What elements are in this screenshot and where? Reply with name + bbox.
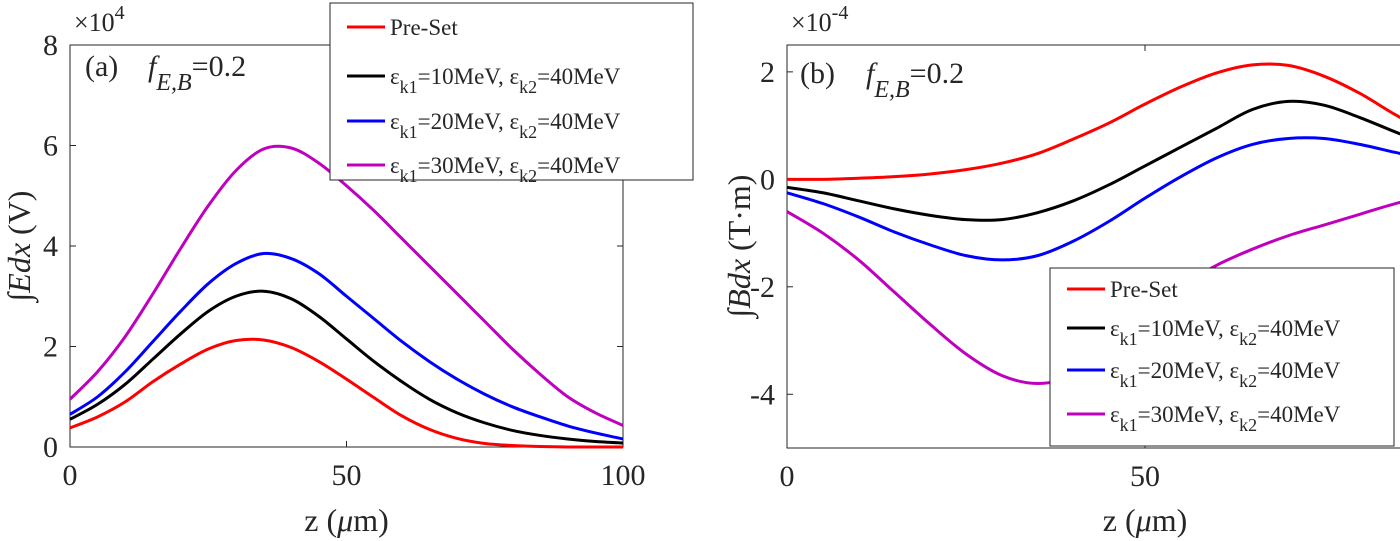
y-label-integral: ∫ <box>1 290 39 303</box>
y-tick-label: -4 <box>750 378 775 411</box>
series-line-0 <box>786 62 1400 181</box>
multiplier-base: ×10 <box>74 8 115 37</box>
x-label-var: z ( <box>304 502 337 538</box>
annotation-value: =0.2 <box>192 50 246 83</box>
y-tick-label: 4 <box>43 230 58 263</box>
y-tick-label: 0 <box>43 431 58 464</box>
legend-subscript: k1 <box>1120 371 1138 391</box>
y-label-unit: (V) <box>1 191 37 243</box>
legend-label: εk1=10MeV, εk2=40MeV <box>390 64 621 97</box>
legend-text: =40MeV <box>1257 358 1341 383</box>
series-line-3 <box>68 144 624 427</box>
legend-subscript: k1 <box>400 166 418 186</box>
legend-subscript: k2 <box>519 122 537 142</box>
x-label-mu: μ <box>336 502 353 538</box>
x-label-unit: m) <box>353 502 389 538</box>
x-tick-label: 0 <box>63 459 78 492</box>
legend-epsilon: ε <box>1110 316 1120 341</box>
legend-label: Pre-Set <box>1110 277 1178 302</box>
legend-epsilon: ε <box>1110 358 1120 383</box>
y-axis-label: ∫Edx (V) <box>1 191 39 304</box>
y-multiplier: ×104 <box>74 2 125 37</box>
legend-box <box>1049 267 1395 447</box>
legend-subscript: k1 <box>1120 329 1138 349</box>
legend-label: εk1=30MeV, εk2=40MeV <box>390 153 621 186</box>
series-line-2 <box>786 136 1400 262</box>
legend-subscript: k1 <box>400 122 418 142</box>
legend-subscript: k1 <box>400 77 418 97</box>
y-label-var: Bdx <box>721 259 757 309</box>
legend-text: =40MeV <box>537 109 621 134</box>
annotation-subscript: E,B <box>155 70 192 96</box>
multiplier-exponent: 4 <box>115 2 125 24</box>
legend-subscript: k2 <box>1239 329 1257 349</box>
legend-text: =40MeV <box>537 64 621 89</box>
x-label-unit: m) <box>1152 502 1188 538</box>
y-tick-label: 0 <box>760 163 775 196</box>
x-label-mu: μ <box>1135 502 1152 538</box>
y-tick-label: 2 <box>760 56 775 89</box>
legend-subscript: k1 <box>1120 415 1138 435</box>
series-line-2 <box>69 251 624 441</box>
x-tick-label: 100 <box>601 459 646 492</box>
y-label-var: Edx <box>1 243 37 294</box>
legend-epsilon: ε <box>390 109 400 134</box>
legend-text: =20MeV, ε <box>1138 358 1239 383</box>
y-tick-label: 6 <box>43 130 58 163</box>
parameter-annotation: fE,B=0.2 <box>866 57 964 103</box>
legend-text: =20MeV, ε <box>418 109 519 134</box>
legend-subscript: k2 <box>519 166 537 186</box>
legend-text: =10MeV, ε <box>418 64 519 89</box>
series-line-0 <box>69 337 623 449</box>
legend-label: εk1=10MeV, εk2=40MeV <box>1110 316 1341 349</box>
x-axis-label: z (μm) <box>304 502 388 538</box>
y-label-integral: ∫ <box>721 306 759 319</box>
series-line-1 <box>786 99 1400 222</box>
y-tick-label: 2 <box>43 331 58 364</box>
legend-text: =30MeV, ε <box>1138 402 1239 427</box>
annotation-subscript: E,B <box>873 77 910 103</box>
annotation-value: =0.2 <box>910 57 964 90</box>
series-line-1 <box>69 289 624 445</box>
y-tick-label: -2 <box>750 271 775 304</box>
legend-subscript: k2 <box>519 77 537 97</box>
x-tick-label: 0 <box>780 460 795 493</box>
legend-text: =40MeV <box>537 153 621 178</box>
y-multiplier: ×10-4 <box>791 2 848 37</box>
y-tick-label: 8 <box>43 29 58 62</box>
panel-label: (a) <box>85 50 118 83</box>
multiplier-base: ×10 <box>791 8 832 37</box>
legend-label: Pre-Set <box>390 15 458 40</box>
parameter-annotation: fE,B=0.2 <box>148 50 246 96</box>
legend-label: εk1=30MeV, εk2=40MeV <box>1110 402 1341 435</box>
legend-text: =40MeV <box>1257 316 1341 341</box>
legend-epsilon: ε <box>390 153 400 178</box>
legend-epsilon: ε <box>1110 402 1120 427</box>
x-tick-label: 50 <box>332 459 362 492</box>
y-label-unit: (T·m) <box>721 175 757 259</box>
legend-label: εk1=20MeV, εk2=40MeV <box>390 109 621 142</box>
x-tick-label: 50 <box>1130 460 1160 493</box>
x-axis-label: z (μm) <box>1103 502 1187 538</box>
y-axis-label: ∫Bdx (T·m) <box>721 175 759 320</box>
legend-subscript: k2 <box>1239 415 1257 435</box>
panel-label: (b) <box>800 57 835 90</box>
legend-text: =40MeV <box>1257 402 1341 427</box>
multiplier-exponent: -4 <box>832 2 849 24</box>
x-label-var: z ( <box>1103 502 1136 538</box>
legend-text: =30MeV, ε <box>418 153 519 178</box>
legend-label: εk1=20MeV, εk2=40MeV <box>1110 358 1341 391</box>
legend-subscript: k2 <box>1239 371 1257 391</box>
legend-epsilon: ε <box>390 64 400 89</box>
legend-text: =10MeV, ε <box>1138 316 1239 341</box>
legend-box <box>329 2 694 181</box>
